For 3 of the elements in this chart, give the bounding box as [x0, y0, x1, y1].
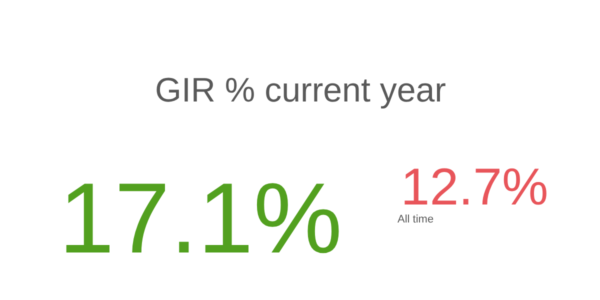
data-label: 17.1% — [58, 162, 342, 274]
text: GIR % current year — [155, 72, 446, 110]
category-label: All time — [398, 214, 434, 226]
